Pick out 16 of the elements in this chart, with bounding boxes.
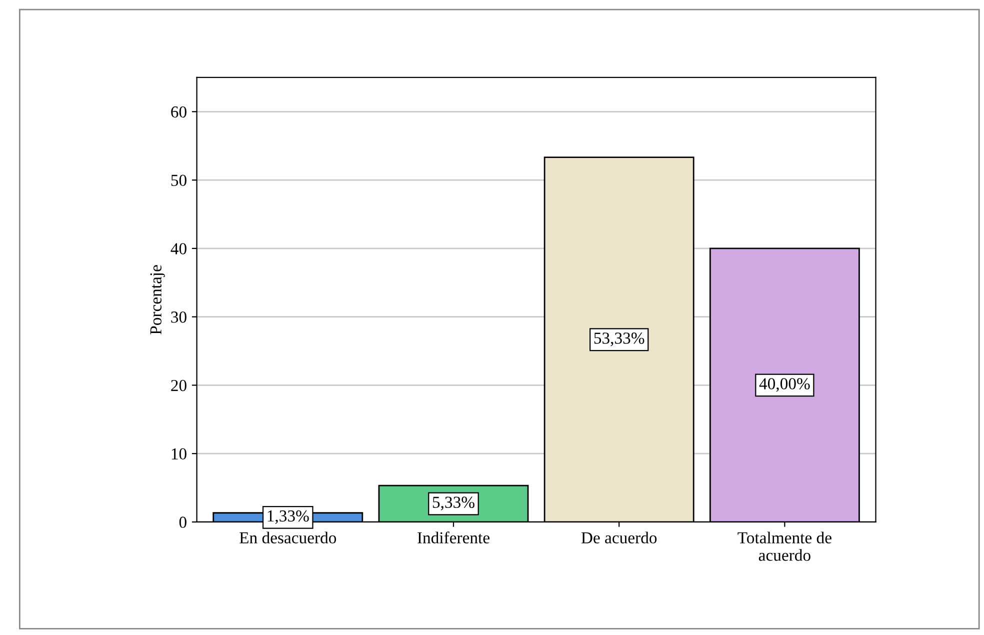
x-tick-label: En desacuerdo	[240, 532, 336, 544]
data-label: 1,33%	[268, 510, 309, 524]
data-label: 53,33%	[594, 332, 644, 346]
y-tick-label: 20	[171, 380, 186, 392]
x-tick-label: Indiferente	[418, 532, 490, 544]
y-tick-label: 30	[171, 312, 186, 323]
x-tick-label: Totalmente de acuerdo	[738, 532, 832, 561]
y-axis-title: Porcentaje	[150, 265, 165, 334]
data-label: 40,00%	[759, 378, 810, 392]
x-tick-label: De acuerdo	[581, 532, 657, 544]
y-tick-label: 10	[172, 448, 186, 460]
y-tick-label: 50	[171, 174, 186, 186]
data-label: 5,33%	[432, 496, 474, 510]
y-tick-label: 0	[179, 516, 186, 528]
y-tick-label: 40	[170, 243, 186, 254]
y-tick-label: 60	[171, 106, 186, 118]
